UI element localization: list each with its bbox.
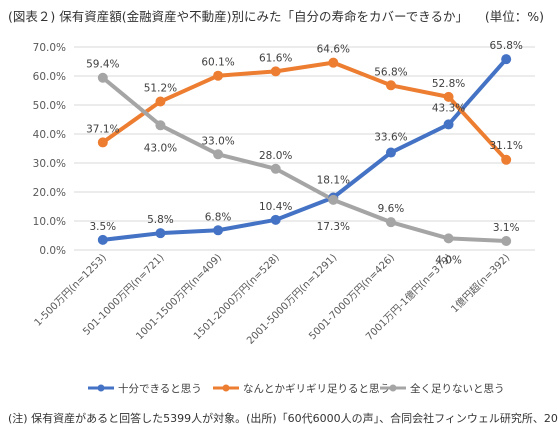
data-label: 59.4%	[86, 59, 119, 71]
y-tick-label: 50.0%	[33, 100, 66, 112]
data-label: 65.8%	[490, 40, 523, 52]
series-line	[100, 60, 509, 162]
data-point	[155, 228, 166, 239]
data-point	[155, 120, 166, 131]
y-tick-label: 60.0%	[33, 71, 66, 83]
y-tick-label: 20.0%	[33, 187, 66, 199]
data-label: 3.5%	[89, 221, 116, 233]
data-point	[385, 80, 396, 91]
data-point	[328, 194, 339, 205]
data-point	[97, 72, 108, 83]
data-label: 28.0%	[259, 150, 292, 162]
data-point	[97, 234, 108, 245]
data-point	[443, 233, 454, 244]
data-label: 4.0%	[435, 254, 462, 266]
data-label: 43.3%	[432, 102, 465, 114]
data-point	[270, 214, 281, 225]
data-label: 6.8%	[205, 211, 232, 223]
series-line	[100, 75, 509, 244]
legend-marker	[389, 384, 397, 392]
data-point	[270, 163, 281, 174]
legend-marker	[222, 384, 230, 392]
unit-label: (単位：%)	[484, 9, 544, 24]
y-tick-label: 70.0%	[33, 42, 66, 54]
data-label: 52.8%	[432, 78, 465, 90]
data-label: 5.8%	[147, 214, 174, 226]
data-point	[385, 147, 396, 158]
data-label: 64.6%	[317, 44, 350, 56]
data-point	[213, 70, 224, 81]
data-label: 33.0%	[201, 135, 234, 147]
line-chart: 0.0% 10.0% 20.0% 30.0% 40.0% 50.0% 60.0% 70.0% 1…	[33, 40, 535, 395]
y-tick-label: 30.0%	[33, 158, 66, 170]
y-tick-label: 10.0%	[33, 216, 66, 228]
data-label: 56.8%	[374, 66, 407, 78]
footnote: (注) 保有資産があると回答した5399人が対象。(出所)「60代6000人の声…	[8, 412, 558, 425]
data-point	[213, 225, 224, 236]
legend-label: 全く足りないと思う	[410, 382, 505, 395]
data-point	[155, 96, 166, 107]
y-tick-label: 0.0%	[39, 245, 66, 257]
y-tick-label: 40.0%	[33, 129, 66, 141]
data-point	[443, 91, 454, 102]
data-label: 3.1%	[493, 222, 520, 234]
data-label: 31.1%	[490, 140, 523, 152]
data-label: 43.0%	[144, 142, 177, 154]
data-point	[501, 154, 512, 165]
data-label: 17.3%	[317, 221, 350, 233]
data-label: 18.1%	[317, 175, 350, 187]
data-label: 33.6%	[374, 132, 407, 144]
data-label: 37.1%	[86, 123, 119, 135]
data-point	[213, 149, 224, 160]
data-label: 51.2%	[144, 83, 177, 95]
data-point	[97, 137, 108, 148]
series-line	[100, 57, 509, 242]
data-label: 9.6%	[378, 203, 405, 215]
data-point	[385, 217, 396, 228]
data-label: 60.1%	[201, 57, 234, 69]
legend-label: 十分できると思う	[118, 382, 202, 395]
legend-label: なんとかギリギリ足りると思う	[243, 383, 390, 395]
data-point	[501, 236, 512, 247]
data-point	[443, 119, 454, 130]
data-point	[501, 54, 512, 65]
data-point	[270, 66, 281, 77]
chart-title: (図表２) 保有資産額(金融資産や不動産)別にみた「自分の寿命をカバーできるか」	[8, 9, 468, 24]
data-point	[328, 57, 339, 68]
legend-marker	[97, 384, 105, 392]
data-label: 10.4%	[259, 201, 292, 213]
data-label: 61.6%	[259, 52, 292, 64]
